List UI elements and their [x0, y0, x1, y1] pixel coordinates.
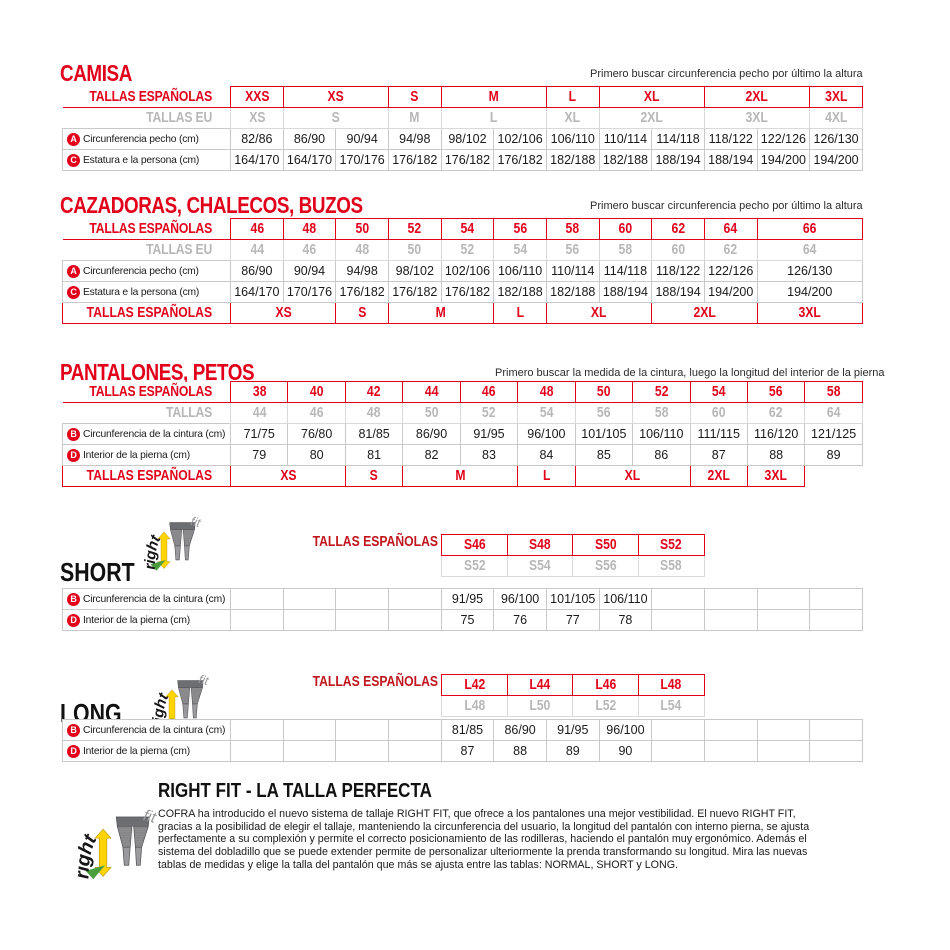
svg-text:fit: fit: [197, 672, 210, 688]
svg-text:fit: fit: [189, 514, 202, 530]
svg-text:fit: fit: [141, 807, 158, 827]
